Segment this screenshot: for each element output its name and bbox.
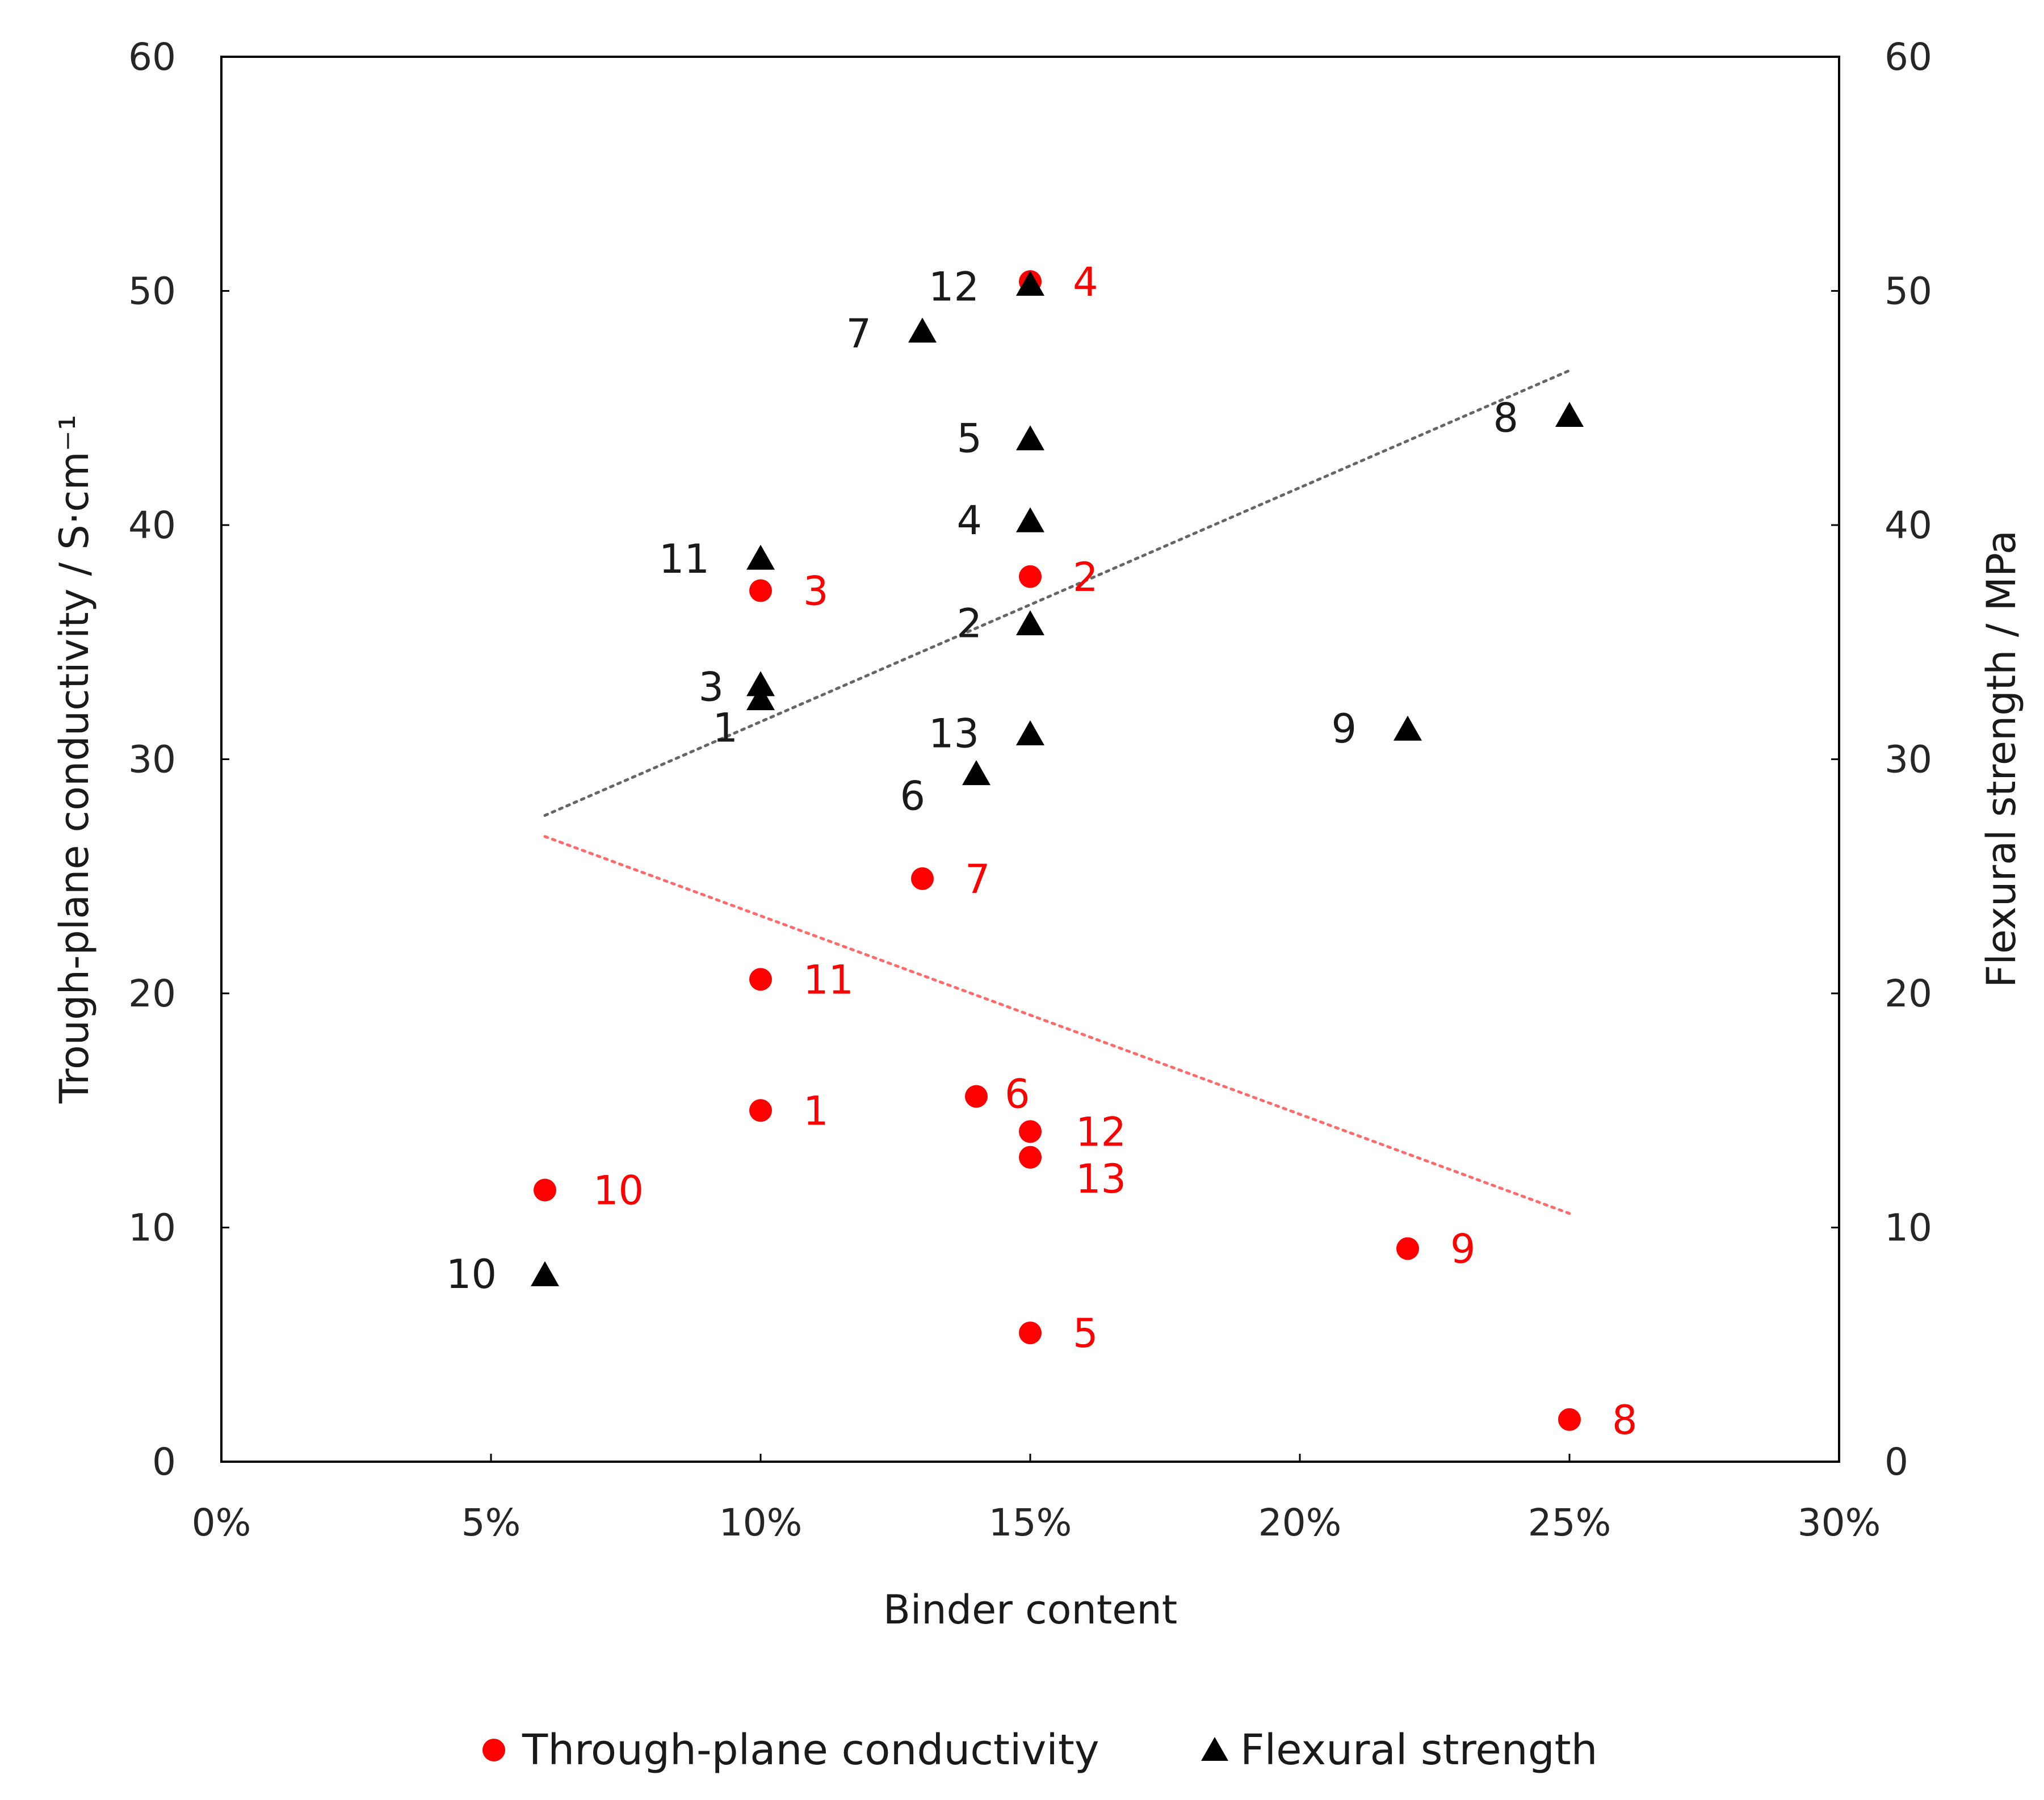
flexural-data-label: 8 xyxy=(1493,395,1518,441)
conductivity-point xyxy=(911,867,934,890)
conductivity-point xyxy=(1019,1321,1042,1345)
flexural-point xyxy=(1016,507,1044,532)
conductivity-point xyxy=(1558,1408,1581,1431)
conductivity-data-label: 8 xyxy=(1612,1397,1638,1444)
conductivity-point xyxy=(965,1085,988,1108)
flexural-point xyxy=(1394,715,1422,741)
conductivity-data-label: 1 xyxy=(803,1088,829,1134)
flexural-data-label: 4 xyxy=(956,497,982,544)
flexural-data-label: 6 xyxy=(900,773,925,819)
conductivity-data-label: 11 xyxy=(803,956,854,1003)
x-tick-label: 10% xyxy=(719,1501,803,1545)
flexural-point xyxy=(531,1261,559,1286)
y-axis-title-right: Flexural strength / MPa xyxy=(1978,530,2025,988)
legend-label-conductivity: Through-plane conductivity xyxy=(522,1726,1099,1774)
y-tick-label-right: 0 xyxy=(1884,1440,1908,1484)
conductivity-point xyxy=(1396,1237,1419,1260)
x-tick-label: 5% xyxy=(461,1501,521,1545)
x-tick-label: 30% xyxy=(1798,1501,1881,1545)
conductivity-data-label: 2 xyxy=(1073,554,1098,601)
conductivity-point xyxy=(749,968,772,991)
y-tick-label-left: 20 xyxy=(128,972,176,1016)
legend-marker-conductivity xyxy=(482,1739,505,1761)
y-tick-label-right: 50 xyxy=(1884,270,1932,313)
trendlines xyxy=(543,369,1571,1215)
flexural-data-label: 10 xyxy=(446,1251,497,1298)
flexural-data-label: 9 xyxy=(1331,706,1357,752)
trendline-conductivity xyxy=(543,835,1571,1215)
conductivity-point xyxy=(1019,565,1042,588)
flexural-data-label: 13 xyxy=(929,710,979,757)
y-tick-label-left: 40 xyxy=(128,504,176,547)
flexural-point xyxy=(1016,720,1044,745)
x-tick-label: 25% xyxy=(1528,1501,1611,1545)
flexural-point xyxy=(962,760,990,786)
flexural-point xyxy=(746,544,775,570)
conductivity-point xyxy=(1019,1146,1042,1169)
axes-ticks: 0% 5% 10% 15% 20% 25% 30%010203040506001020304… xyxy=(128,35,1932,1545)
flexural-point xyxy=(1555,401,1584,427)
flexural-point xyxy=(1016,610,1044,636)
conductivity-point xyxy=(749,1099,772,1122)
flexural-data-label: 7 xyxy=(846,311,871,357)
y-tick-label-right: 60 xyxy=(1884,35,1932,79)
x-tick-label: 20% xyxy=(1258,1501,1342,1545)
flexural-data-label: 5 xyxy=(956,416,982,462)
y-tick-label-right: 40 xyxy=(1884,504,1932,547)
flexural-data-label: 3 xyxy=(698,664,724,711)
legend-label-flexural: Flexural strength xyxy=(1240,1726,1598,1774)
flexural-data-label: 2 xyxy=(956,600,982,647)
flexural-data-label: 11 xyxy=(659,536,710,582)
flexural-point xyxy=(908,317,937,343)
conductivity-point xyxy=(749,579,772,602)
conductivity-data-label: 5 xyxy=(1073,1310,1098,1357)
y-tick-label-right: 30 xyxy=(1884,738,1932,782)
conductivity-data-label: 9 xyxy=(1450,1226,1476,1273)
x-tick-label: 0% xyxy=(192,1501,251,1545)
y-tick-label-left: 30 xyxy=(128,738,176,782)
conductivity-point xyxy=(534,1178,556,1202)
conductivity-data-label: 3 xyxy=(803,568,829,615)
x-tick-label: 15% xyxy=(989,1501,1072,1545)
conductivity-data-label: 13 xyxy=(1076,1156,1126,1202)
y-tick-label-right: 10 xyxy=(1884,1206,1932,1250)
flexural-data-label: 12 xyxy=(929,263,979,310)
flexural-point xyxy=(1016,425,1044,451)
legend-marker-flexural xyxy=(1201,1737,1228,1761)
conductivity-data-label: 10 xyxy=(593,1168,644,1214)
y-tick-label-left: 50 xyxy=(128,270,176,313)
conductivity-data-label: 6 xyxy=(1005,1071,1030,1118)
trendline-flexural xyxy=(543,369,1571,817)
flexural-data-label: 1 xyxy=(712,704,738,751)
conductivity-data-label: 12 xyxy=(1076,1109,1126,1155)
conductivity-data-label: 4 xyxy=(1073,259,1098,305)
y-tick-label-left: 60 xyxy=(128,35,176,79)
legend: Through-plane conductivity Flexural stre… xyxy=(482,1726,1598,1774)
conductivity-data-label: 7 xyxy=(965,856,990,903)
x-axis-title: Binder content xyxy=(883,1587,1177,1633)
flexural-point xyxy=(746,685,775,711)
conductivity-point xyxy=(1019,1120,1042,1143)
y-tick-label-left: 0 xyxy=(152,1440,176,1484)
y-axis-title-left: Trough-plane conductivity / S·cm⁻¹ xyxy=(51,414,98,1104)
data-points xyxy=(531,270,1584,1431)
flexural-point xyxy=(1016,270,1044,296)
flexural-point xyxy=(746,671,775,696)
y-tick-label-left: 10 xyxy=(128,1206,176,1250)
y-tick-label-right: 20 xyxy=(1884,972,1932,1016)
